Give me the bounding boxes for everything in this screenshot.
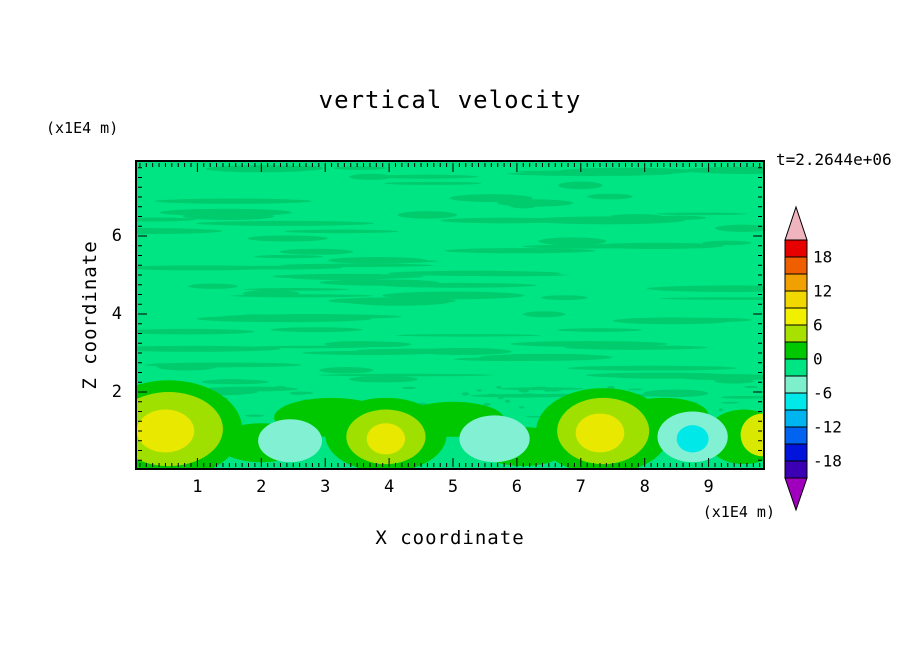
colorbar-band xyxy=(784,392,808,411)
colorbar-tick-labels: 18 12 6 0 -6 -12 -18 xyxy=(813,203,869,515)
x-tick-label: 9 xyxy=(703,477,714,497)
colorbar-band xyxy=(784,239,808,258)
colorbar-band xyxy=(784,426,808,445)
x-tick-label: 2 xyxy=(256,477,267,497)
colorbar-band xyxy=(784,324,808,343)
colorbar-band xyxy=(784,307,808,326)
colorbar-band xyxy=(784,409,808,428)
x-tick-label: 6 xyxy=(511,477,523,497)
colorbar-band xyxy=(784,341,808,360)
x-axis-label: X coordinate xyxy=(375,527,525,549)
colorbar-band xyxy=(784,290,808,309)
colorbar-band xyxy=(784,273,808,292)
y-tick-label: 2 xyxy=(111,382,122,402)
y-axis-ticks: 2 4 6 xyxy=(94,160,124,470)
x-tick-label: 3 xyxy=(320,477,331,497)
colorbar xyxy=(784,205,808,512)
colorbar-band xyxy=(784,375,808,394)
colorbar-band xyxy=(784,256,808,275)
colorbar-band xyxy=(784,443,808,462)
colorbar-tick-label: 6 xyxy=(813,315,823,335)
x-tick-label: 5 xyxy=(447,477,459,497)
x-tick-label: 7 xyxy=(575,477,586,497)
colorbar-tick-label: 0 xyxy=(813,349,823,369)
colorbar-tick-label: -12 xyxy=(813,417,842,437)
colorbar-tick-label: 18 xyxy=(813,247,833,267)
y-tick-label: 4 xyxy=(111,304,122,324)
plot-title: vertical velocity xyxy=(318,86,582,114)
colorbar-tick-label: -18 xyxy=(813,451,842,471)
x-tick-label: 8 xyxy=(639,477,650,497)
colorbar-tick-label: 12 xyxy=(813,281,833,301)
colorbar-band xyxy=(784,460,808,479)
colorbar-top-arrow xyxy=(784,205,808,241)
x-axis-ticks: 1 2 3 4 5 6 7 8 9 xyxy=(135,477,765,499)
contour-plot xyxy=(135,160,765,470)
x-tick-label: 1 xyxy=(192,477,203,497)
colorbar-bottom-arrow xyxy=(784,477,808,512)
x-tick-label: 4 xyxy=(383,477,395,497)
colorbar-tick-label: -6 xyxy=(813,383,833,403)
y-tick-label: 6 xyxy=(111,226,122,246)
x-axis-unit-label: (x1E4 m) xyxy=(702,503,775,521)
time-label: t=2.2644e+06 xyxy=(776,150,892,169)
z-axis-unit-label: (x1E4 m) xyxy=(46,119,119,137)
colorbar-band xyxy=(784,358,808,377)
